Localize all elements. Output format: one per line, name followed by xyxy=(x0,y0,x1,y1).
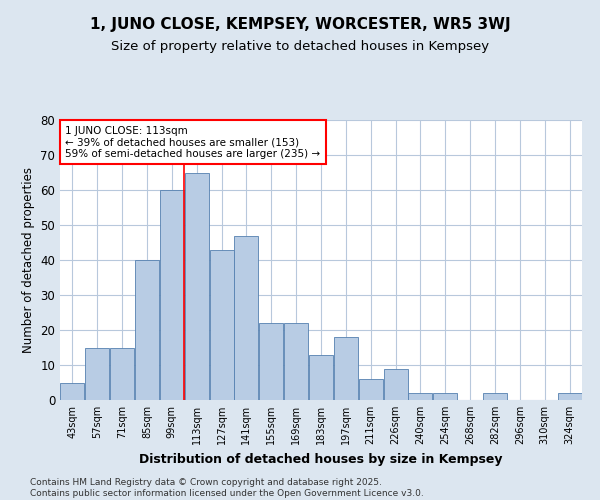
Bar xyxy=(61,382,85,400)
Bar xyxy=(259,323,283,400)
Bar xyxy=(309,354,333,400)
Bar xyxy=(433,393,457,400)
Bar xyxy=(383,368,407,400)
Y-axis label: Number of detached properties: Number of detached properties xyxy=(22,167,35,353)
Bar xyxy=(235,236,259,400)
Bar xyxy=(85,348,109,400)
Text: 1, JUNO CLOSE, KEMPSEY, WORCESTER, WR5 3WJ: 1, JUNO CLOSE, KEMPSEY, WORCESTER, WR5 3… xyxy=(89,18,511,32)
Text: Size of property relative to detached houses in Kempsey: Size of property relative to detached ho… xyxy=(111,40,489,53)
Bar xyxy=(185,172,209,400)
Text: Contains HM Land Registry data © Crown copyright and database right 2025.
Contai: Contains HM Land Registry data © Crown c… xyxy=(30,478,424,498)
Bar xyxy=(557,393,581,400)
Bar xyxy=(334,337,358,400)
Bar xyxy=(409,393,433,400)
Bar xyxy=(160,190,184,400)
X-axis label: Distribution of detached houses by size in Kempsey: Distribution of detached houses by size … xyxy=(139,452,503,466)
Bar xyxy=(483,393,507,400)
Bar xyxy=(209,250,233,400)
Text: 1 JUNO CLOSE: 113sqm
← 39% of detached houses are smaller (153)
59% of semi-deta: 1 JUNO CLOSE: 113sqm ← 39% of detached h… xyxy=(65,126,320,159)
Bar xyxy=(359,379,383,400)
Bar xyxy=(135,260,159,400)
Bar xyxy=(110,348,134,400)
Bar xyxy=(284,323,308,400)
